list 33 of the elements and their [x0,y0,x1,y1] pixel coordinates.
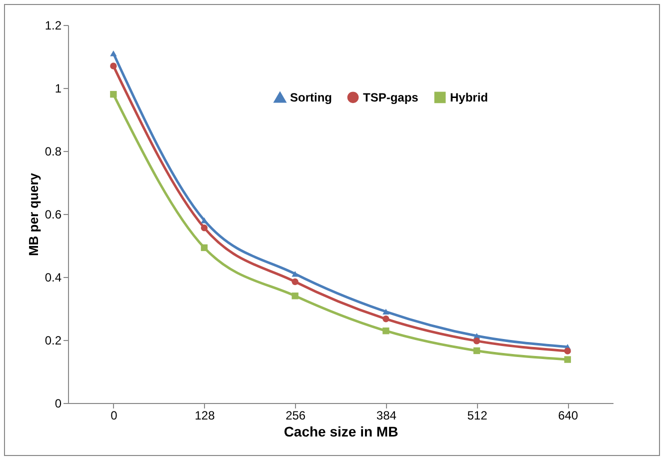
y-tick-label: 0.4 [44,270,62,284]
point [292,270,298,277]
legend-label: Sorting [290,90,332,105]
point [200,224,208,232]
x-axis-title: Cache size in MB [284,424,398,440]
point [564,356,571,363]
point [382,328,390,334]
point [110,50,117,56]
point [200,244,208,252]
y-tick-label: 0 [54,396,62,410]
y-tick-label: 0.8 [44,144,62,158]
x-tick-label: 128 [194,408,216,422]
y-axis-title: MB per query [26,172,41,256]
x-tick-label: 384 [376,408,397,422]
point [564,348,571,354]
point [110,90,117,98]
x-tick-label: 640 [558,408,578,422]
x-tick-label: 512 [467,408,488,422]
y-tick-label: 1 [54,82,62,96]
point [473,338,480,344]
point [292,292,298,300]
legend-label: Hybrid [450,90,488,104]
point [382,316,390,322]
x-tick-label: 256 [286,408,306,422]
point [473,347,480,354]
x-tick-label: 0 [110,408,118,422]
point [382,308,390,315]
legend-label: TSP-gaps [363,90,419,104]
y-tick-label: 0.2 [44,334,62,348]
y-tick-label: 0.6 [44,208,62,222]
y-tick-label: 1.2 [44,18,62,32]
point [292,278,298,286]
point [110,62,117,70]
